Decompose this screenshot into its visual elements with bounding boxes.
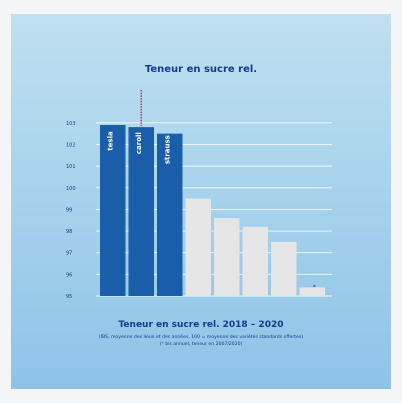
y-tick-label: 103 — [66, 121, 76, 127]
chart-note: (IBS, moyenne des lieux et des années, 1… — [98, 335, 304, 348]
y-tick-label: 101 — [66, 164, 76, 170]
y-tick-label: 95 — [66, 294, 72, 300]
bar — [242, 226, 268, 296]
bar — [128, 127, 154, 296]
bar — [185, 198, 211, 296]
bar — [100, 124, 126, 296]
bar-label: strauss — [164, 135, 172, 164]
chart-title: Teneur en sucre rel. — [144, 64, 258, 75]
y-tick-label: 102 — [66, 142, 76, 148]
bar-label: * — [313, 284, 316, 291]
bar — [299, 287, 325, 296]
y-tick-label: 100 — [66, 186, 76, 192]
bar — [271, 241, 297, 296]
bar-label: tesla — [107, 131, 115, 151]
bar — [157, 133, 183, 296]
bar — [214, 218, 240, 296]
y-tick-label: 96 — [66, 272, 72, 278]
chart-subtitle: Teneur en sucre rel. 2018 – 2020 — [118, 320, 284, 330]
bar-label: caroll — [135, 132, 143, 154]
y-tick-label: 98 — [66, 229, 72, 235]
y-tick-label: 97 — [66, 251, 72, 257]
y-tick-label: 99 — [66, 207, 72, 213]
